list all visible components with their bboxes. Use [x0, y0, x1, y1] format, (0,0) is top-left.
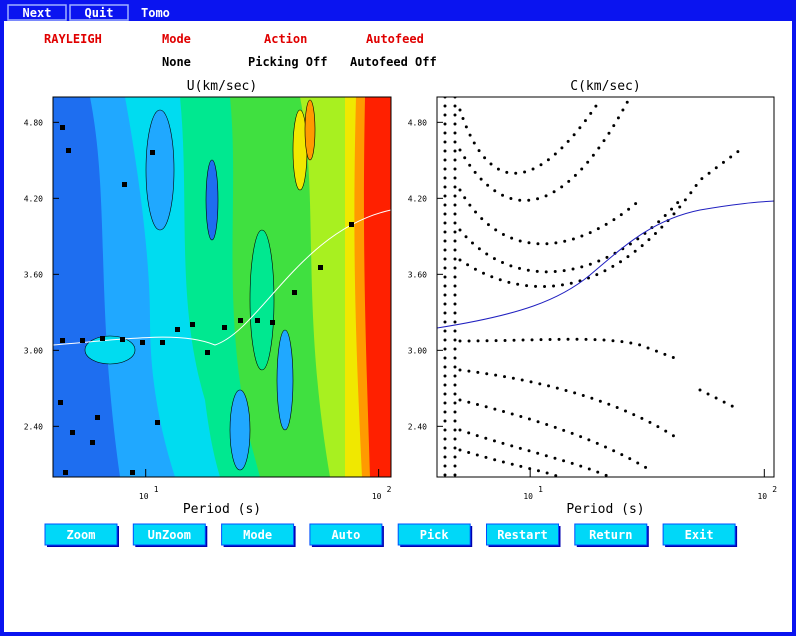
y-tick-label: 3.00 [408, 346, 427, 355]
y-tick-label: 2.40 [408, 422, 427, 431]
plot-frame [436, 96, 775, 478]
x-tick-exponent: 1 [154, 485, 159, 494]
y-tick-label: 3.00 [24, 346, 43, 355]
x-tick-label: 10 [372, 492, 382, 501]
button-label: UnZoom [148, 528, 191, 542]
menu-button[interactable] [7, 4, 67, 21]
button[interactable] [662, 523, 736, 546]
button-label: Pick [420, 528, 450, 542]
x-tick-exponent: 2 [387, 485, 392, 494]
button-label: Mode [243, 528, 272, 542]
button-label: Zoom [67, 528, 96, 542]
menu-button[interactable] [69, 4, 129, 21]
x-tick-label: 10 [757, 492, 767, 501]
x-tick-exponent: 2 [772, 485, 777, 494]
x-axis-label: Period (s) [566, 502, 644, 517]
y-tick-label: 4.80 [408, 118, 427, 127]
button[interactable] [397, 523, 471, 546]
button-label: Exit [685, 528, 714, 542]
button[interactable] [221, 523, 295, 546]
menu-button-label: Quit [85, 6, 114, 20]
plot-title: U(km/sec) [187, 79, 257, 94]
status-value: Autofeed Off [350, 55, 437, 69]
menu-label: Tomo [141, 6, 170, 20]
button[interactable] [132, 523, 206, 546]
button-label: Return [589, 528, 632, 542]
button[interactable] [574, 523, 648, 546]
y-tick-label: 2.40 [24, 422, 43, 431]
button[interactable] [44, 523, 118, 546]
status-value: Picking Off [248, 55, 327, 69]
button-label: Restart [497, 528, 548, 542]
y-tick-label: 3.60 [24, 270, 43, 279]
menu-button-label: Next [23, 6, 52, 20]
plot-title: C(km/sec) [570, 79, 640, 94]
status-value: None [162, 55, 191, 69]
status-header: Action [264, 32, 307, 46]
x-tick-label: 10 [139, 492, 149, 501]
y-tick-label: 4.20 [24, 194, 43, 203]
plot-frame [52, 96, 392, 478]
y-tick-label: 3.60 [408, 270, 427, 279]
status-header: Autofeed [366, 32, 424, 46]
y-tick-label: 4.20 [408, 194, 427, 203]
dispersion-branches [443, 97, 742, 477]
status-header: RAYLEIGH [44, 32, 102, 46]
y-tick-label: 4.80 [24, 118, 43, 127]
x-axis-label: Period (s) [183, 502, 261, 517]
button-label: Auto [331, 528, 360, 542]
button[interactable] [486, 523, 559, 546]
status-header: Mode [162, 32, 191, 46]
model-curve [437, 200, 774, 329]
button[interactable] [309, 523, 383, 546]
contour-map [53, 97, 391, 477]
x-tick-exponent: 1 [538, 485, 543, 494]
x-tick-label: 10 [523, 492, 533, 501]
